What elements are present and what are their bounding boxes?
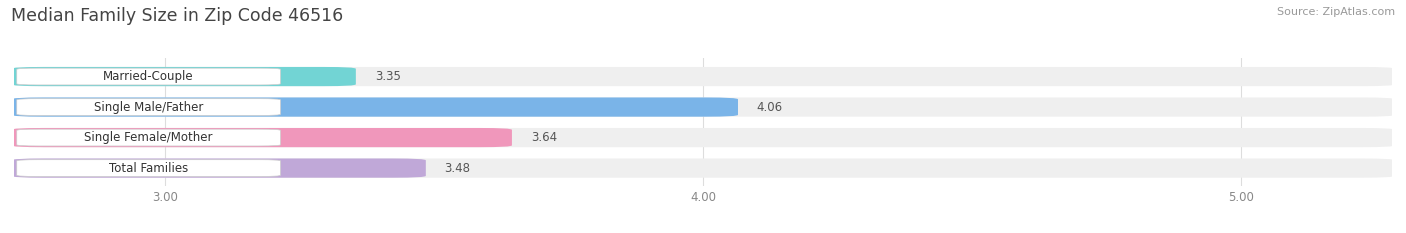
FancyBboxPatch shape — [11, 97, 738, 117]
Text: Total Families: Total Families — [110, 162, 188, 175]
FancyBboxPatch shape — [11, 67, 356, 86]
Text: 3.35: 3.35 — [374, 70, 401, 83]
FancyBboxPatch shape — [11, 158, 1395, 178]
FancyBboxPatch shape — [17, 160, 280, 176]
Text: Single Female/Mother: Single Female/Mother — [84, 131, 212, 144]
FancyBboxPatch shape — [11, 97, 1395, 117]
Text: Married-Couple: Married-Couple — [103, 70, 194, 83]
FancyBboxPatch shape — [11, 67, 1395, 86]
FancyBboxPatch shape — [11, 128, 1395, 147]
Text: Median Family Size in Zip Code 46516: Median Family Size in Zip Code 46516 — [11, 7, 343, 25]
FancyBboxPatch shape — [17, 99, 280, 116]
FancyBboxPatch shape — [11, 158, 426, 178]
Text: Source: ZipAtlas.com: Source: ZipAtlas.com — [1277, 7, 1395, 17]
Text: 4.06: 4.06 — [756, 101, 783, 113]
FancyBboxPatch shape — [11, 128, 512, 147]
Text: 3.48: 3.48 — [444, 162, 471, 175]
Text: 3.64: 3.64 — [530, 131, 557, 144]
FancyBboxPatch shape — [17, 129, 280, 146]
Text: Single Male/Father: Single Male/Father — [94, 101, 204, 113]
FancyBboxPatch shape — [17, 68, 280, 85]
